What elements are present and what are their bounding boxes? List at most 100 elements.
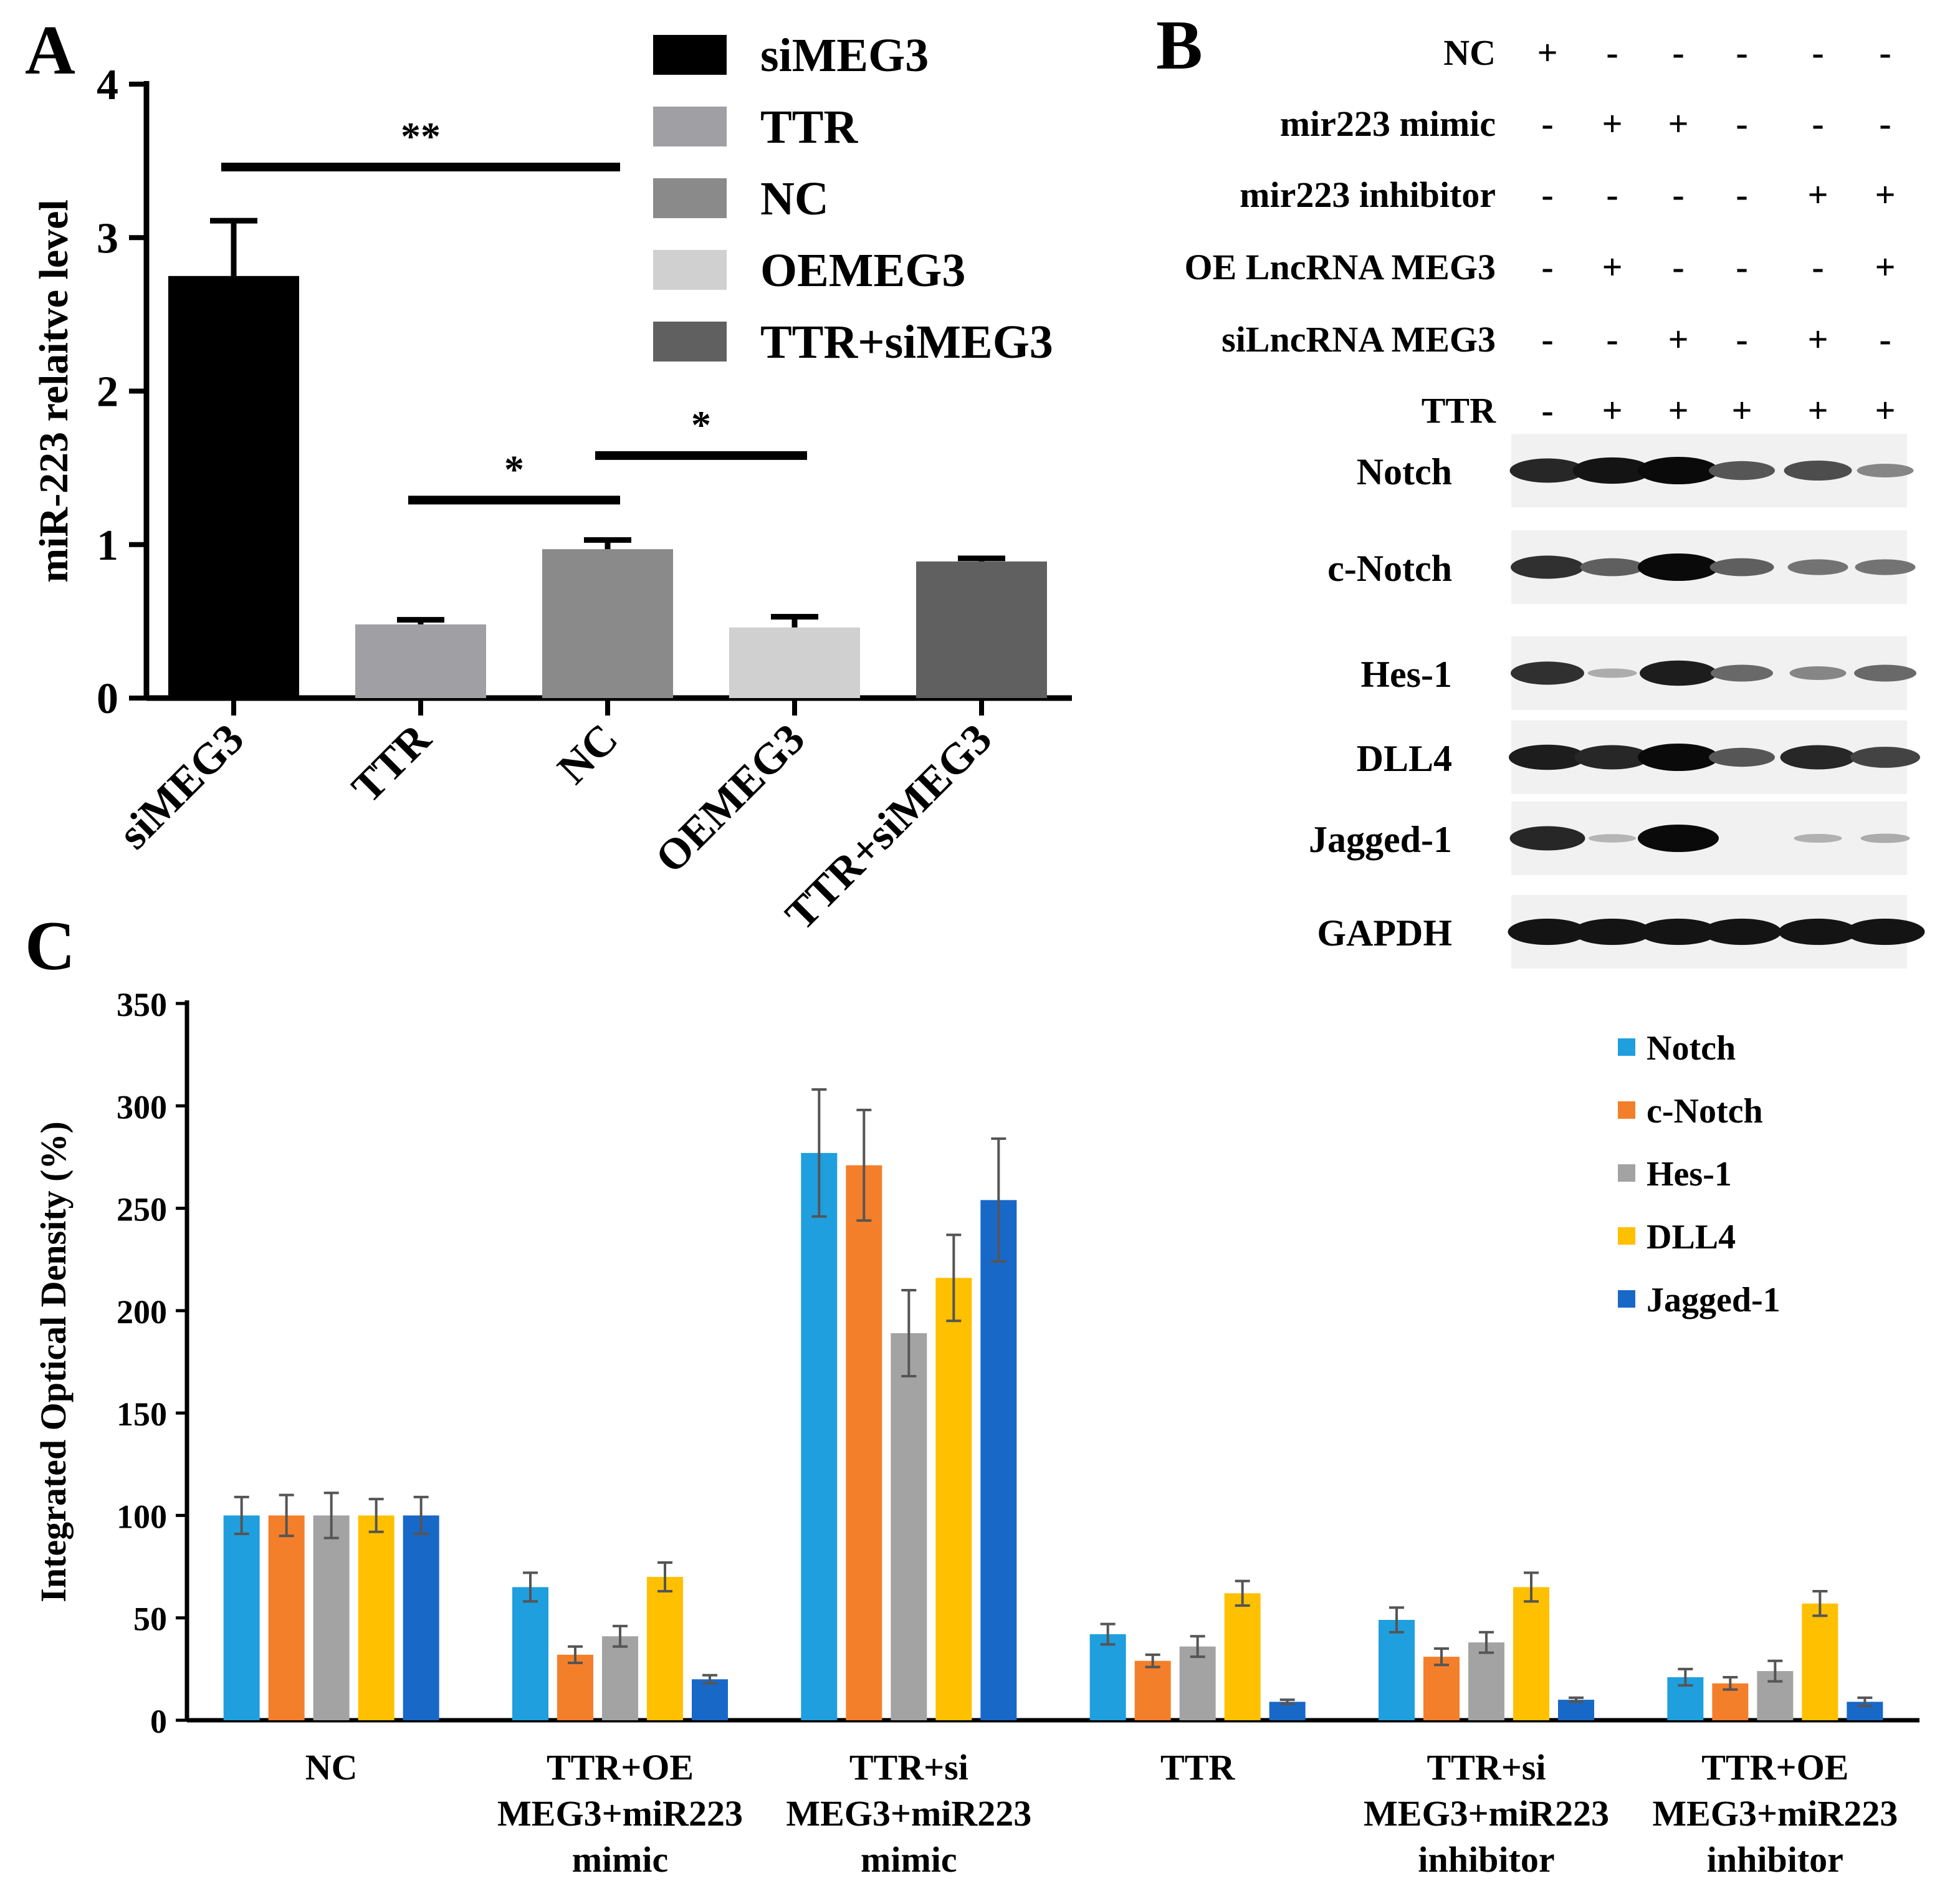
x-tick-label: MEG3+miR223 — [1652, 1793, 1898, 1834]
blot-band — [1572, 918, 1652, 946]
blot-band — [1857, 464, 1914, 477]
blot-band — [1638, 553, 1719, 581]
blot-label-jagged-1: Jagged-1 — [1309, 819, 1452, 860]
condition-sign: + — [1537, 32, 1557, 73]
bar-c-notch — [1423, 1657, 1460, 1720]
blot-band — [1509, 826, 1585, 851]
condition-sign: - — [1812, 103, 1824, 144]
condition-sign: - — [1541, 390, 1553, 431]
x-tick-label: TTR — [1160, 1747, 1235, 1788]
condition-label-nc: NC — [1443, 32, 1496, 73]
legend-swatch-dll4 — [1618, 1227, 1635, 1245]
legend-label-c-notch: c-Notch — [1647, 1092, 1763, 1131]
condition-sign: - — [1879, 32, 1891, 73]
y-tick-label: 150 — [117, 1396, 167, 1433]
x-tick-label: MEG3+miR223 — [1364, 1793, 1609, 1834]
blot-band — [1789, 666, 1847, 680]
bar-ttr — [355, 624, 486, 698]
bar-dll4 — [358, 1515, 394, 1720]
x-tick-label: inhibitor — [1418, 1839, 1554, 1880]
bar-notch — [223, 1515, 260, 1720]
blot-band — [1787, 559, 1848, 575]
blot-band — [1574, 745, 1650, 770]
legend-label-ttr: TTR — [760, 101, 858, 153]
bar-dll4 — [1224, 1593, 1261, 1720]
blot-band — [1860, 833, 1910, 843]
condition-sign: - — [1541, 319, 1553, 360]
condition-label-ttr: TTR — [1422, 390, 1496, 431]
blot-band — [1509, 458, 1585, 483]
legend-swatch-ttr-simeg3 — [653, 322, 727, 361]
blot-band — [1511, 555, 1584, 579]
y-tick-label: 4 — [97, 61, 118, 109]
y-axis-label: miR-223 relaitve level — [31, 199, 77, 583]
bar-notch — [1089, 1634, 1126, 1720]
bar-c-notch — [846, 1165, 882, 1720]
x-tick-label: TTR+OE — [1701, 1747, 1848, 1788]
blot-band — [1572, 457, 1652, 484]
x-tick-label: MEG3+miR223 — [497, 1793, 743, 1834]
legend-swatch-notch — [1618, 1038, 1635, 1056]
blot-band — [1511, 661, 1584, 685]
bar-oemeg3 — [729, 627, 860, 698]
condition-sign: - — [1736, 103, 1747, 144]
y-tick-label: 0 — [97, 675, 118, 723]
legend-label-dll4: DLL4 — [1647, 1218, 1736, 1257]
condition-sign: - — [1736, 32, 1747, 73]
blot-label-dll4: DLL4 — [1357, 738, 1452, 779]
panel-a-chart: 0 1 2 3 4 miR-223 relaitve level siMEG3 TTR NC OE… — [31, 29, 1072, 939]
legend-swatch-jagged-1 — [1618, 1290, 1635, 1308]
blot-band — [1709, 747, 1775, 767]
bar-c-notch — [268, 1515, 305, 1720]
x-tick-label: siMEG3 — [110, 715, 253, 858]
condition-sign: - — [1812, 32, 1824, 73]
y-tick-label: 350 — [117, 986, 167, 1023]
bar-nc — [542, 549, 673, 698]
bar-jagged-1 — [692, 1679, 728, 1720]
blot-label-hes-1: Hes-1 — [1360, 654, 1452, 695]
blot-label-gapdh: GAPDH — [1317, 912, 1452, 954]
x-tick-label: mimic — [572, 1839, 669, 1880]
blot-band — [1589, 834, 1636, 843]
legend-label-oemeg3: OEMEG3 — [760, 244, 965, 297]
blot-band — [1638, 825, 1719, 852]
condition-sign: + — [1875, 175, 1895, 215]
blot-band — [1845, 918, 1925, 946]
condition-sign: - — [1672, 175, 1684, 215]
condition-sign: - — [1672, 247, 1684, 287]
blot-band — [1850, 747, 1920, 768]
x-tick-label: TTR+si — [1427, 1747, 1546, 1788]
y-tick-label: 3 — [97, 214, 118, 262]
bar-ttr-simeg3 — [916, 561, 1047, 698]
bar-hes-1 — [1179, 1646, 1216, 1720]
condition-sign: + — [1668, 103, 1688, 144]
condition-sign: + — [1875, 390, 1895, 431]
blot-label-notch: Notch — [1357, 451, 1452, 492]
x-tick-label: OEMEG3 — [646, 715, 814, 883]
bar-simeg3 — [168, 275, 299, 698]
y-tick-label: 250 — [117, 1191, 167, 1228]
legend-label-notch: Notch — [1647, 1029, 1736, 1068]
bar-hes-1 — [891, 1333, 927, 1720]
blot-band — [1784, 460, 1852, 481]
legend-label-nc: NC — [760, 173, 829, 225]
x-tick-label: NC — [305, 1747, 358, 1788]
x-tick-label: TTR+OE — [547, 1747, 694, 1788]
bar-hes-1 — [1468, 1642, 1504, 1720]
panel-b-letter: B — [1156, 7, 1203, 84]
bar-c-notch — [1134, 1660, 1171, 1720]
blot-label-c-notch: c-Notch — [1327, 548, 1452, 589]
legend-label-jagged-1: Jagged-1 — [1647, 1281, 1781, 1319]
y-tick-label: 1 — [97, 522, 118, 570]
condition-sign: + — [1875, 247, 1895, 287]
y-tick-label: 2 — [97, 368, 118, 416]
bar-dll4 — [647, 1577, 683, 1720]
condition-sign: - — [1736, 319, 1747, 360]
bar-jagged-1 — [1558, 1700, 1594, 1720]
condition-sign: + — [1731, 390, 1752, 431]
blot-band — [1709, 558, 1774, 577]
condition-sign: - — [1541, 103, 1553, 144]
bar-hes-1 — [313, 1515, 350, 1720]
bar-c-notch — [557, 1654, 593, 1720]
